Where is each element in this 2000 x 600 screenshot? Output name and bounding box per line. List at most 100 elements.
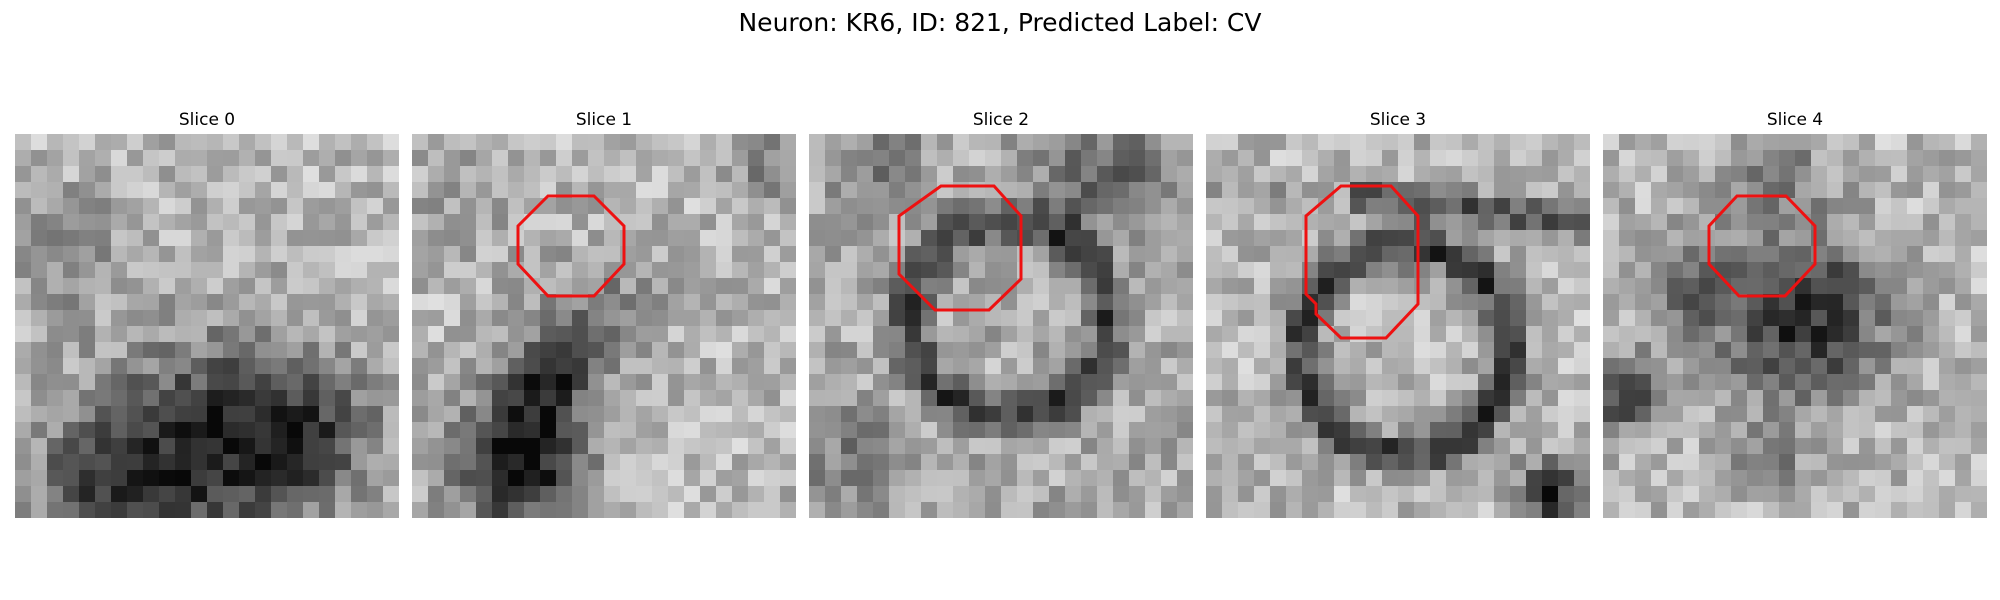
pixel <box>143 246 160 263</box>
pixel <box>1254 326 1271 343</box>
pixel <box>1161 294 1178 311</box>
pixel <box>1494 182 1511 199</box>
pixel <box>700 422 717 439</box>
pixel <box>780 502 796 518</box>
pixel <box>873 486 890 503</box>
pixel <box>1270 166 1287 183</box>
pixel <box>1811 390 1828 407</box>
pixel <box>748 406 765 423</box>
pixel <box>1097 390 1114 407</box>
pixel <box>620 342 637 359</box>
pixel <box>1302 406 1319 423</box>
pixel <box>47 230 64 247</box>
pixel <box>191 262 208 279</box>
pixel <box>175 358 192 375</box>
pixel <box>1859 502 1876 518</box>
pixel <box>1161 422 1178 439</box>
pixel <box>969 166 986 183</box>
pixel <box>428 182 445 199</box>
pixel <box>111 246 128 263</box>
pixel <box>1286 454 1303 471</box>
pixel <box>1318 342 1335 359</box>
pixel <box>1651 230 1668 247</box>
pixel <box>175 454 192 471</box>
pixel <box>1414 390 1431 407</box>
pixel <box>1651 278 1668 295</box>
pixel <box>1129 358 1146 375</box>
pixel <box>1286 390 1303 407</box>
pixel <box>303 358 320 375</box>
pixel <box>271 438 288 455</box>
pixel <box>524 198 541 215</box>
pixel <box>1494 454 1511 471</box>
pixel <box>604 182 621 199</box>
pixel <box>1603 454 1620 471</box>
pixel <box>889 502 906 518</box>
pixel <box>15 134 32 151</box>
pixel <box>191 374 208 391</box>
pixel <box>1558 374 1575 391</box>
pixel <box>1971 278 1987 295</box>
pixel <box>476 278 493 295</box>
pixel <box>1731 406 1748 423</box>
pixel <box>111 294 128 311</box>
pixel <box>383 278 399 295</box>
pixel <box>1097 182 1114 199</box>
pixel <box>1795 182 1812 199</box>
pixel <box>1414 150 1431 167</box>
pixel <box>620 358 637 375</box>
pixel <box>780 134 796 151</box>
pixel <box>889 150 906 167</box>
pixel <box>841 326 858 343</box>
pixel <box>1097 214 1114 231</box>
pixel <box>1001 438 1018 455</box>
pixel <box>700 486 717 503</box>
pixel <box>524 486 541 503</box>
pixel <box>1161 470 1178 487</box>
pixel <box>1398 358 1415 375</box>
pixel <box>1558 406 1575 423</box>
pixel <box>287 246 304 263</box>
pixel <box>841 262 858 279</box>
pixel <box>1177 166 1193 183</box>
pixel <box>700 310 717 327</box>
pixel <box>460 198 477 215</box>
pixel <box>1398 502 1415 518</box>
pixel <box>1017 486 1034 503</box>
pixel <box>556 198 573 215</box>
pixel <box>684 342 701 359</box>
pixel <box>556 422 573 439</box>
pixel <box>460 278 477 295</box>
pixel <box>1779 150 1796 167</box>
pixel <box>1827 390 1844 407</box>
pixel <box>620 278 637 295</box>
pixel <box>857 438 874 455</box>
pixel <box>985 358 1002 375</box>
pixel <box>1731 502 1748 518</box>
pixel <box>764 422 781 439</box>
pixel <box>1747 246 1764 263</box>
pixel <box>383 198 399 215</box>
pixel <box>1129 230 1146 247</box>
pixel <box>1081 150 1098 167</box>
pixel <box>335 422 352 439</box>
pixel <box>271 390 288 407</box>
pixel <box>1302 374 1319 391</box>
pixel <box>1017 198 1034 215</box>
pixel <box>1843 246 1860 263</box>
pixel <box>809 358 826 375</box>
pixel <box>1286 246 1303 263</box>
pixel <box>1907 262 1924 279</box>
pixel <box>1113 150 1130 167</box>
pixel <box>1891 134 1908 151</box>
pixel <box>857 326 874 343</box>
pixel <box>1398 390 1415 407</box>
pixel <box>271 278 288 295</box>
pixel <box>764 198 781 215</box>
pixel <box>428 470 445 487</box>
pixel <box>652 406 669 423</box>
pixel <box>937 310 954 327</box>
pixel <box>588 230 605 247</box>
pixel <box>1065 278 1082 295</box>
pixel <box>1619 294 1636 311</box>
